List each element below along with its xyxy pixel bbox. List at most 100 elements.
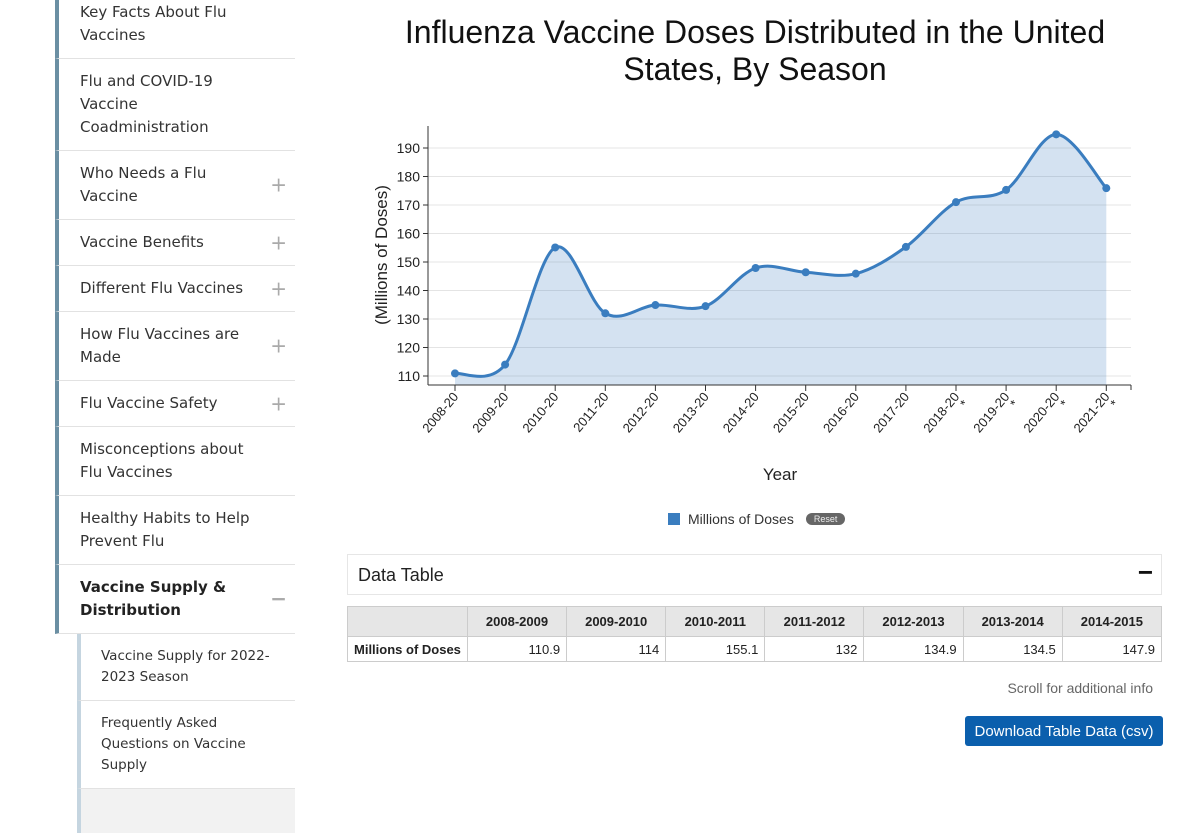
x-tick-label-group: 2018-20* [920, 389, 971, 435]
sidebar-item-label: Different Flu Vaccines [80, 279, 244, 297]
sidebar-item[interactable]: Vaccine Benefits + [55, 220, 295, 266]
sidebar-item[interactable]: How Flu Vaccines are Made + [55, 312, 295, 381]
sidebar-item[interactable]: Key Facts About Flu Vaccines [55, 0, 295, 59]
data-point [651, 301, 660, 310]
sidebar-item-label: Who Needs a Flu Vaccine [80, 164, 207, 205]
download-csv-button[interactable]: Download Table Data (csv) [965, 716, 1163, 746]
sidebar-item-vaccine-supply[interactable]: Vaccine Supply & Distribution − [55, 565, 295, 634]
data-point [701, 302, 710, 311]
scroll-note: Scroll for additional info [1007, 680, 1153, 696]
collapse-icon[interactable]: − [1137, 557, 1153, 587]
table-row: Millions of Doses 110.9 114 155.1 132 134.9 13… [347, 636, 1162, 662]
table-cell: 134.9 [863, 636, 964, 662]
x-tick-label: 2015-20 [770, 389, 812, 435]
expand-icon[interactable]: + [270, 230, 287, 254]
expand-icon[interactable]: + [270, 276, 287, 300]
x-tick-label: 2008-20 [419, 389, 461, 435]
sidebar-item[interactable]: Healthy Habits to Help Prevent Flu [55, 496, 295, 565]
sidebar-item-label: Flu Vaccine Safety [80, 394, 218, 412]
sidebar-item-label: Healthy Habits to Help Prevent Flu [80, 509, 250, 550]
x-tick-label: 2013-20 [670, 389, 712, 435]
expand-icon[interactable]: + [270, 172, 287, 197]
column-header[interactable]: 2010-2011 [665, 606, 766, 637]
data-table-scroll[interactable]: 2008-2009 2009-2010 2010-2011 2011-2012 2012… [347, 606, 1162, 662]
y-tick-label: 110 [398, 368, 421, 384]
x-tick-label-group: 2012-20 [620, 389, 662, 435]
x-tick-label-group: 2013-20 [670, 389, 712, 435]
y-axis-label: (Millions of Doses) [372, 185, 391, 325]
column-header[interactable]: 2009-2010 [566, 606, 667, 637]
sidebar-item[interactable]: Who Needs a Flu Vaccine + [55, 151, 295, 220]
y-tick-label: 160 [397, 226, 421, 242]
sidebar-subitem-supply-season[interactable]: Vaccine Supply for 2022-2023 Season [77, 634, 295, 701]
table-cell: 134.5 [962, 636, 1063, 662]
data-point [1002, 185, 1011, 194]
x-tick-label: 2011-20 [570, 389, 612, 434]
sidebar-item-label: Flu and COVID-19 Vaccine Coadministratio… [80, 72, 213, 136]
area-fill [455, 134, 1107, 385]
y-tick-label: 170 [397, 197, 421, 213]
x-tick-label: 2009-20 [469, 389, 511, 435]
data-table-header[interactable]: Data Table − [347, 554, 1162, 595]
x-tick-label: 2014-20 [720, 389, 762, 435]
x-tick-label-group: 2010-20 [519, 389, 561, 435]
collapse-icon[interactable]: − [270, 586, 287, 611]
x-tick-label-group: 2011-20 [570, 389, 612, 434]
column-header[interactable]: 2008-2009 [466, 606, 568, 637]
data-point [751, 263, 760, 272]
x-tick-label: 2017-20 [870, 389, 912, 435]
table-cell: 132 [764, 636, 865, 662]
reset-button[interactable]: Reset [805, 513, 846, 525]
chart-title: Influenza Vaccine Doses Distributed in t… [404, 14, 1106, 87]
data-point [1102, 184, 1111, 193]
x-tick-label-group: 2014-20 [720, 389, 762, 435]
x-tick-label: 2012-20 [620, 389, 662, 435]
column-header[interactable]: 2011-2012 [764, 606, 865, 637]
x-tick-label-group: 2019-20* [970, 389, 1021, 435]
data-point [601, 309, 610, 318]
table-cell: 147.9 [1061, 636, 1162, 662]
y-tick-label: 190 [397, 140, 421, 156]
sidebar-item-label: Vaccine Benefits [80, 233, 204, 251]
legend-swatch[interactable] [668, 513, 680, 525]
y-tick-label: 150 [397, 254, 421, 270]
x-tick-label-group: 2009-20 [469, 389, 511, 435]
data-point [451, 369, 459, 378]
data-point [551, 243, 560, 252]
x-tick-label: 2021-20* [1070, 389, 1121, 443]
sidebar-subitem-next[interactable] [77, 789, 295, 833]
table-cell: 155.1 [665, 636, 766, 662]
column-header[interactable]: 2012-2013 [863, 606, 964, 637]
table-cell: 110.9 [466, 636, 568, 662]
row-header: Millions of Doses [347, 636, 468, 662]
data-table-title: Data Table [358, 565, 444, 585]
sidebar-item[interactable]: Misconceptions about Flu Vaccines [55, 427, 295, 496]
x-tick-label-group: 2015-20 [770, 389, 812, 435]
column-header[interactable]: 2013-2014 [962, 606, 1063, 637]
y-tick-label: 130 [397, 311, 421, 327]
expand-icon[interactable]: + [270, 391, 287, 415]
x-tick-label-group: 2008-20 [419, 389, 461, 435]
sidebar-item[interactable]: Different Flu Vaccines + [55, 266, 295, 312]
sidebar-subitem-faq[interactable]: Frequently Asked Questions on Vaccine Su… [77, 701, 295, 789]
data-point [1052, 130, 1061, 139]
column-header[interactable]: 2014-2015 [1061, 606, 1162, 637]
data-table: 2008-2009 2009-2010 2010-2011 2011-2012 2012… [347, 606, 1162, 662]
y-tick-label: 180 [397, 169, 421, 185]
line-chart: 110 120 130 140 150 160 170 180 190 2008-20 2009-2… [372, 126, 1132, 484]
x-tick-label: 2010-20 [519, 389, 561, 435]
sidebar-item[interactable]: Flu Vaccine Safety + [55, 381, 295, 427]
legend-label[interactable]: Millions of Doses [688, 511, 794, 527]
expand-icon[interactable]: + [270, 333, 287, 358]
x-axis-label: Year [763, 465, 798, 484]
sidebar-item[interactable]: Flu and COVID-19 Vaccine Coadministratio… [55, 59, 295, 151]
sidebar-item-label: Key Facts About Flu Vaccines [80, 3, 227, 44]
data-point [501, 360, 510, 369]
data-point [952, 198, 960, 207]
x-tick-label-group: 2021-20* [1070, 389, 1121, 443]
x-tick-label: 2020-20* [1020, 389, 1071, 443]
sidebar-item-label: Vaccine Supply & Distribution [80, 578, 227, 619]
data-point [901, 242, 910, 251]
x-tick-label-group: 2016-20 [820, 389, 862, 435]
data-point [851, 269, 860, 278]
